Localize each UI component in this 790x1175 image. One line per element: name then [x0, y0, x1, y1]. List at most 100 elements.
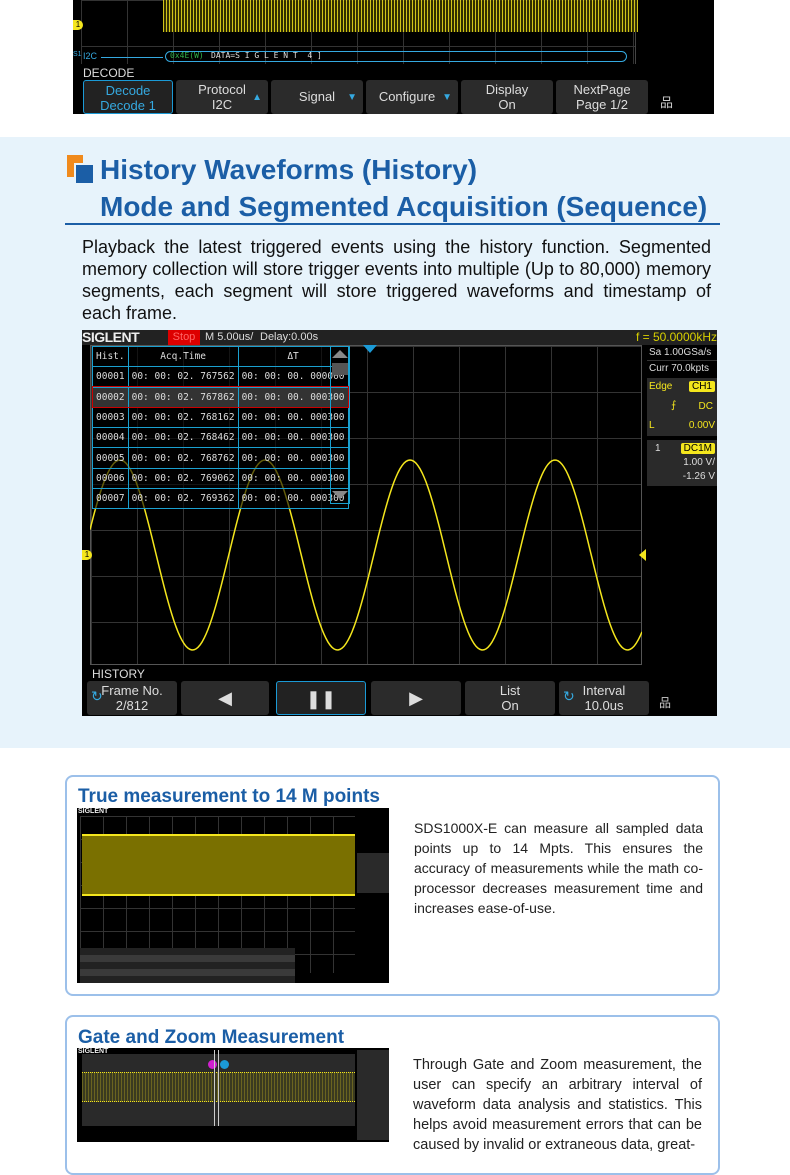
softkey-label: Interval: [582, 683, 626, 698]
table-cell: 00007: [92, 488, 129, 510]
table-cell: 00005: [92, 447, 129, 469]
softkey-value: On: [501, 698, 519, 713]
channel-coupling: DC1M: [680, 443, 715, 454]
softkey-value: 2/812: [115, 698, 149, 713]
section-heading-line2: Mode and Segmented Acquisition (Sequence…: [100, 191, 708, 222]
softkey-nextpage[interactable]: NextPage Page 1/2: [556, 80, 648, 114]
softkey-display[interactable]: Display On: [461, 80, 553, 114]
table-cell: 00: 00: 02. 768162: [127, 406, 239, 429]
softkey-previous[interactable]: ◀: [181, 681, 269, 715]
trigger-type: Edge: [649, 381, 673, 392]
softkey-list[interactable]: List On: [465, 681, 555, 715]
softkey-value: On: [498, 97, 516, 112]
trigger-source: CH1: [688, 381, 715, 392]
arrow-down-icon: ▼: [442, 92, 452, 103]
channel-panel: 1 DC1M 1.00 V/ -1.26 V: [647, 440, 717, 486]
brand-logo: SIGLENT: [78, 808, 109, 815]
table-cell: 00001: [92, 366, 129, 388]
decode-scope-screenshot: 1 S1 I2C 0x4E(W) DATA=S I G L E N T 4 ] …: [73, 0, 714, 114]
history-list: Hist. Acq.Time ΔT 00001 00: 00: 02. 767562 00…: [91, 345, 350, 510]
heading-icon: [67, 155, 95, 185]
bus-source: S1: [73, 51, 82, 58]
sine-waveform: [90, 459, 642, 651]
gate-zoom-screenshot: SIGLENT: [77, 1048, 389, 1142]
frequency: f = 50.0000kHz: [635, 330, 717, 344]
rising-edge-icon: ⨍: [671, 400, 677, 411]
waveform-trace: [90, 459, 642, 651]
table-cell: 00: 00: 00. 000300: [237, 488, 349, 510]
table-cell: 00: 00: 02. 769062: [127, 467, 239, 490]
gate-cursor-b[interactable]: [220, 1060, 229, 1069]
pause-icon: ❚❚: [305, 689, 337, 709]
brand-logo: SIGLENT: [78, 1048, 109, 1055]
softkey-bar: ↻ Frame No. 2/812 ◀ ❚❚ ▶ List On ↻ Interval 1…: [87, 681, 717, 716]
trigger-coupling: DC: [698, 401, 713, 412]
timebase: M 5.00us/: [205, 331, 254, 343]
softkey-value: 10.0us: [584, 698, 624, 713]
memory-depth: Curr 70.0kpts: [649, 363, 710, 374]
softkey-label: List: [499, 683, 521, 698]
heading-underline: [65, 223, 720, 225]
table-cell: 00: 00: 02. 769362: [127, 488, 239, 510]
softkey-interval[interactable]: ↻ Interval 10.0us: [559, 681, 649, 715]
dense-waveform: [82, 834, 355, 896]
network-icon: 品: [660, 95, 674, 110]
scroll-down-icon[interactable]: [332, 491, 348, 499]
softkey-value: Decode 1: [100, 98, 156, 113]
softkey-pause[interactable]: ❚❚: [276, 681, 366, 715]
table-header: Hist. Acq.Time ΔT: [92, 345, 349, 368]
gate-cursor-a[interactable]: [208, 1060, 217, 1069]
decode-bus: S1 I2C 0x4E(W) DATA=S I G L E N T 4 ]: [73, 51, 637, 63]
zoom-window: [214, 1050, 219, 1126]
trigger-position-marker: [363, 345, 377, 353]
arrow-down-icon: ▼: [347, 92, 357, 103]
column-header: Acq.Time: [127, 345, 239, 368]
table-row[interactable]: 00007 00: 00: 02. 769362 00: 00: 00. 00030…: [92, 488, 349, 510]
softkey-signal[interactable]: Signal ▼: [271, 80, 363, 114]
trigger-level-marker: [639, 549, 646, 561]
feature-text: SDS1000X-E can measure all sampled data …: [414, 820, 703, 916]
table-row[interactable]: 00005 00: 00: 02. 768762 00: 00: 00. 00030…: [92, 447, 349, 469]
softkey-value: Page 1/2: [575, 97, 629, 112]
softkey-configure[interactable]: Configure ▼: [366, 80, 458, 114]
history-table: Hist. Acq.Time ΔT 00001 00: 00: 02. 767562 00…: [91, 345, 350, 510]
run-status: Stop: [168, 330, 200, 345]
table-row[interactable]: 00002 00: 00: 02. 767862 00: 00: 00. 00030…: [91, 386, 350, 409]
softkey-label: Signal: [298, 89, 336, 104]
softkey-value: I2C: [211, 97, 233, 112]
rotate-knob-icon: ↻: [563, 688, 575, 704]
rotate-knob-icon: ↻: [91, 688, 103, 704]
table-cell: 00004: [92, 427, 129, 449]
section-paragraph: Playback the latest triggered events usi…: [82, 237, 711, 323]
scroll-up-icon[interactable]: [332, 350, 348, 358]
table-row[interactable]: 00004 00: 00: 02. 768462 00: 00: 00. 00030…: [92, 427, 349, 449]
arrow-up-icon: ▲: [252, 92, 262, 103]
table-row[interactable]: 00006 00: 00: 02. 769062 00: 00: 00. 00030…: [92, 467, 349, 490]
brand-logo: SIGLENT: [82, 329, 140, 345]
trigger-panel: Edge CH1 ⨍ DC L 0.00V: [647, 378, 717, 436]
sample-rate: Sa 1.00GSa/s: [647, 345, 717, 361]
table-cell: 00: 00: 02. 767862: [127, 386, 239, 408]
channel-marker: 1: [82, 550, 92, 560]
table-cell: 00: 00: 02. 768762: [127, 447, 239, 469]
channel-marker: 1: [73, 20, 83, 30]
measurement-table: [80, 948, 295, 983]
channel-scale: 1.00 V/: [683, 457, 715, 468]
measurement-screenshot: SIGLENT: [77, 808, 389, 983]
history-scope-screenshot: SIGLENT Stop M 5.00us/ Delay:0.00s f = 5…: [82, 330, 717, 716]
table-cell: 00: 00: 02. 768462: [127, 427, 239, 449]
table-cell: 00003: [92, 406, 129, 429]
softkey-label: Configure: [378, 89, 436, 104]
table-row[interactable]: 00003 00: 00: 02. 768162 00: 00: 00. 00030…: [92, 406, 349, 429]
feature-title: Gate and Zoom Measurement: [78, 1027, 345, 1048]
softkey-protocol[interactable]: Protocol I2C ▲: [176, 80, 268, 114]
bus-data: DATA=S I G L E N T 4 ]: [211, 51, 322, 60]
table-cell: 00006: [92, 467, 129, 490]
softkey-next[interactable]: ▶: [371, 681, 461, 715]
softkey-frame-no[interactable]: ↻ Frame No. 2/812: [87, 681, 177, 715]
table-row[interactable]: 00001 00: 00: 02. 767562 00: 00: 00. 00000…: [92, 366, 349, 388]
top-bar: SIGLENT Stop M 5.00us/ Delay:0.00s f = 5…: [82, 330, 717, 345]
scroll-thumb[interactable]: [332, 363, 348, 375]
softkey-decode[interactable]: Decode Decode 1: [83, 80, 173, 114]
list-scrollbar[interactable]: [330, 346, 350, 504]
